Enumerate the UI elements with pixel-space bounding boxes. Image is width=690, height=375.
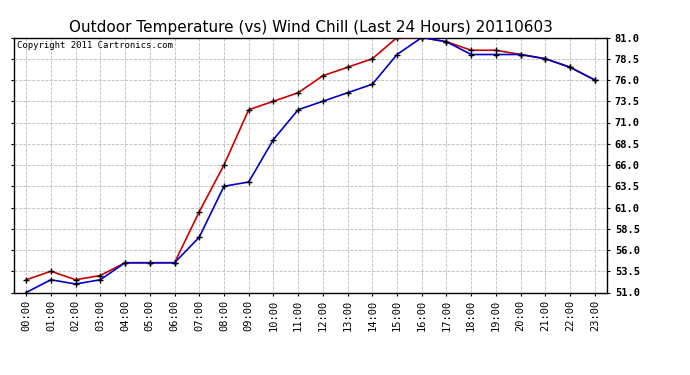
Text: Copyright 2011 Cartronics.com: Copyright 2011 Cartronics.com (17, 41, 172, 50)
Title: Outdoor Temperature (vs) Wind Chill (Last 24 Hours) 20110603: Outdoor Temperature (vs) Wind Chill (Las… (68, 20, 553, 35)
